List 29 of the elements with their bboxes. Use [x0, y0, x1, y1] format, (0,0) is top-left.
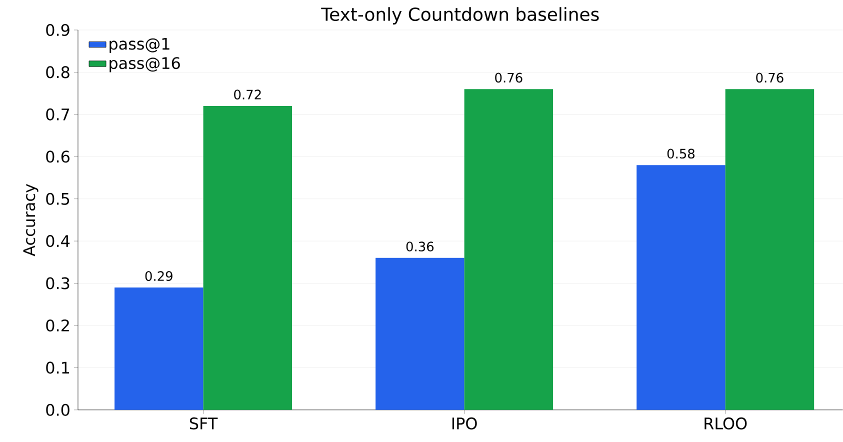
legend-label: pass@1 — [110, 38, 170, 53]
data-label: 0.72 — [234, 90, 261, 100]
x-tick-label: IPO — [452, 417, 477, 430]
y-tick-label: 0.8 — [46, 66, 70, 78]
data-label: 0.29 — [145, 271, 172, 282]
y-tick-label: 0.6 — [46, 150, 70, 163]
data-label: 0.76 — [756, 72, 784, 83]
bar — [203, 106, 292, 410]
x-tick-label: SFT — [190, 417, 218, 430]
bar — [464, 89, 554, 410]
data-label: 0.36 — [406, 242, 434, 252]
y-tick-label: 0.0 — [46, 404, 70, 416]
y-tick-label: 0.5 — [46, 192, 70, 205]
data-label: 0.58 — [667, 148, 694, 159]
y-axis-title: Accuracy — [23, 184, 38, 256]
legend-label: pass@16 — [110, 57, 180, 72]
y-tick-label: 0.7 — [46, 108, 70, 120]
y-tick-label: 0.3 — [46, 277, 70, 290]
y-tick-label: 0.9 — [46, 24, 70, 36]
y-tick-label: 0.4 — [46, 235, 70, 248]
bar — [636, 165, 726, 410]
data-label: 0.76 — [495, 72, 522, 83]
bar — [114, 288, 204, 410]
y-tick-label: 0.2 — [46, 320, 69, 332]
x-tick-label: RLOO — [704, 417, 747, 430]
bar — [725, 89, 814, 410]
y-tick-label: 0.1 — [46, 362, 69, 374]
bar — [376, 258, 464, 410]
chart-title: Text-only Countdown baselines — [321, 7, 599, 25]
